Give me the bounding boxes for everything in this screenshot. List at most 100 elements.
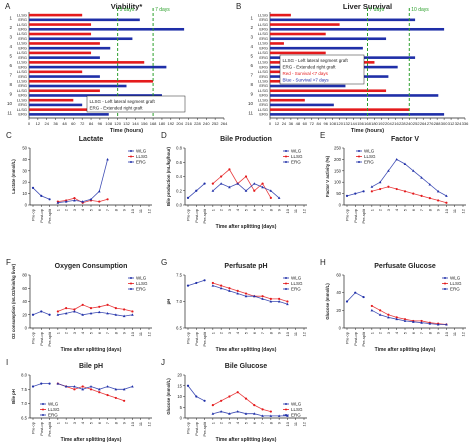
bar (29, 56, 100, 59)
bar (29, 46, 111, 50)
data-point (73, 385, 76, 388)
x-tick-label: 12 (147, 331, 152, 336)
bar (270, 46, 363, 50)
data-point (345, 194, 349, 197)
data-point (412, 192, 415, 195)
data-point (106, 158, 109, 161)
series-line (371, 309, 447, 325)
row-label: LLSG (17, 78, 27, 83)
data-point (203, 399, 206, 402)
bar (270, 103, 334, 107)
x-tick-label: 1 (369, 331, 374, 334)
data-point (73, 310, 76, 313)
x-tick-label: 252 (413, 121, 420, 126)
x-tick-label: 204 (176, 121, 183, 126)
bar (29, 89, 100, 93)
x-tick-label: Post-op (194, 331, 199, 346)
bar (29, 79, 154, 83)
x-tick-label: 192 (167, 121, 174, 126)
x-tick-label: 5 (403, 331, 408, 334)
y-axis-label: Lactate (mmol/L) (11, 159, 16, 194)
x-tick-label: 2 (64, 421, 69, 424)
legend-entry: LLSG (450, 281, 462, 286)
x-axis-label: Time after splitting (days) (216, 437, 277, 443)
data-point (370, 304, 373, 308)
x-tick-label: 11 (138, 421, 143, 426)
data-point (244, 294, 248, 298)
x-tick-label: 5 (403, 208, 408, 211)
data-point (354, 291, 357, 294)
y-tick-label: 5 (180, 405, 183, 410)
x-tick-label: 6 (97, 208, 102, 211)
pair-number: 9 (9, 91, 12, 96)
chart-title: Oxygen Consumption (55, 263, 128, 270)
x-tick-label: Pre-split (202, 208, 207, 224)
data-point (362, 190, 365, 193)
legend-entry: WLG (48, 402, 59, 407)
data-point (186, 284, 190, 287)
panel-b-bar-chart: B Liver SurvivalLLSGERGLLSGERGLLSGERGLLSG… (236, 2, 469, 134)
x-tick-label: 2 (378, 331, 383, 334)
data-point (437, 199, 440, 202)
y-tick-label: 30 (22, 168, 27, 173)
x-tick-label: 216 (392, 121, 399, 126)
legend-marker (285, 150, 287, 152)
data-point (403, 162, 407, 165)
x-tick-label: 60 (303, 121, 308, 126)
data-point (114, 307, 117, 310)
row-label: ERG (18, 36, 27, 41)
x-tick-label: 228 (194, 121, 201, 126)
data-point (403, 318, 407, 321)
row-label: ERG (18, 102, 27, 107)
x-tick-label: Post-op (353, 208, 358, 223)
data-point (89, 388, 93, 391)
data-point (211, 284, 215, 287)
data-point (428, 183, 432, 186)
pair-number: 5 (250, 54, 253, 59)
data-point (261, 295, 264, 298)
x-tick-label: 1 (210, 331, 215, 334)
x-tick-label: 5 (89, 421, 94, 424)
data-point (252, 182, 256, 185)
legend-entry: LLSG (136, 281, 148, 286)
chart-title: Perfusate Glucose (374, 263, 436, 270)
row-label: ERG (259, 36, 268, 41)
bar (270, 98, 305, 102)
x-tick-label: 8 (113, 208, 118, 211)
legend-entry: WLG (136, 276, 147, 281)
bar (29, 94, 162, 97)
x-tick-label: 180 (371, 121, 378, 126)
data-point (403, 190, 407, 193)
data-point (370, 308, 374, 312)
data-point (81, 385, 84, 388)
x-tick-label: 11 (293, 331, 298, 336)
x-tick-label: 3 (386, 331, 391, 334)
row-label: ERG (18, 45, 27, 50)
row-label: LLSG (258, 41, 268, 46)
panel-letter: A (5, 2, 11, 11)
data-point (436, 189, 440, 193)
x-tick-label: Pre-split (361, 208, 366, 224)
data-point (436, 323, 440, 326)
data-point (98, 305, 101, 308)
row-label: LLSG (17, 12, 27, 17)
x-tick-label: 3 (227, 421, 232, 424)
x-tick-label: Pre-op (345, 208, 350, 221)
pair-number: 11 (248, 110, 253, 115)
pair-number: 8 (250, 82, 253, 87)
data-point (186, 384, 190, 387)
data-point (56, 382, 60, 385)
y-axis-label: Factor V activity (%) (325, 155, 330, 197)
x-tick-label: 24 (282, 121, 287, 126)
x-tick-label: 240 (203, 121, 210, 126)
data-point (106, 385, 109, 388)
row-label: LLSG (17, 50, 27, 55)
x-tick-label: 12 (302, 208, 307, 213)
x-tick-label: 9 (277, 331, 282, 334)
x-tick-label: 10 (285, 208, 290, 213)
row-label: ERG (259, 74, 268, 79)
legend-marker (444, 288, 446, 290)
panel-letter: J (161, 358, 165, 367)
row-label: ERG (259, 112, 268, 117)
x-tick-label: 180 (159, 121, 166, 126)
